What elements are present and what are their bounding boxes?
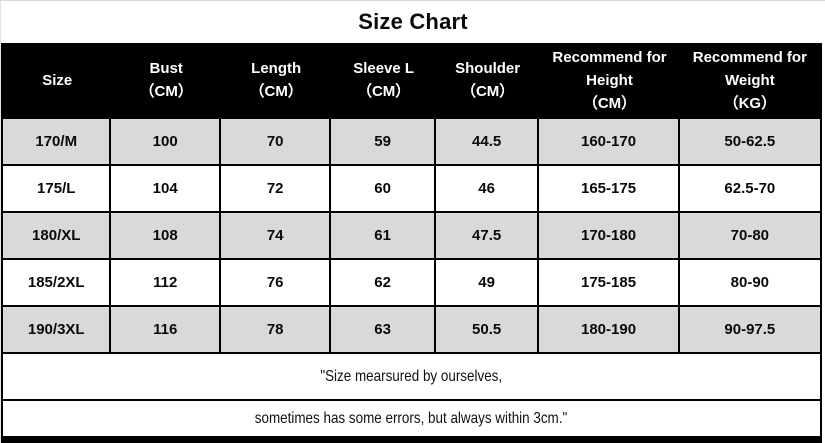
- cell-sleeve: 62: [331, 260, 436, 305]
- cell-weight: 70-80: [730, 227, 770, 244]
- cell-height: 170-180: [539, 213, 680, 258]
- column-header-unit: （CM）: [460, 83, 515, 100]
- column-header-shoulder: Shoulder （CM）: [436, 43, 539, 117]
- column-header-length: Length （CM）: [221, 43, 331, 117]
- column-header-bust: Bust （CM）: [111, 43, 220, 117]
- page-title: Size Chart: [358, 9, 468, 34]
- cell-weight: 62.5-70: [724, 180, 776, 197]
- column-header-unit: （CM）: [249, 83, 303, 100]
- column-header-unit: （CM）: [582, 94, 637, 112]
- table-row: 190/3XL 116 78 63 50.5 180-190 90-97.5: [3, 305, 820, 352]
- column-header-unit: （CM）: [139, 83, 193, 100]
- cell-bust: 104: [111, 166, 221, 211]
- column-header-unit: （CM）: [356, 83, 411, 100]
- column-header-sleeve: Sleeve L （CM）: [331, 43, 435, 117]
- cell-sleeve: 59: [331, 119, 436, 164]
- footnote-row-2: sometimes has some errors, but always wi…: [3, 399, 820, 436]
- cell-size: 180/XL: [3, 213, 112, 258]
- footnote-row-1: "Size mearsured by ourselves,: [3, 352, 820, 399]
- column-header-label: Sleeve L: [353, 60, 415, 77]
- cell-bust: 116: [111, 307, 221, 352]
- table-row: 185/2XL 112 76 62 49 175-185 80-90: [3, 258, 820, 305]
- table-header-row: Size Bust （CM） Length （CM） Sleeve L （CM）…: [3, 43, 820, 117]
- cell-shoulder: 44.5: [436, 119, 540, 164]
- cell-bust: 108: [111, 213, 221, 258]
- cell-sleeve: 60: [331, 166, 436, 211]
- cell-shoulder: 50.5: [436, 307, 540, 352]
- cell-height: 180-190: [539, 307, 680, 352]
- column-header-recommend-weight: Recommend for Weight （KG）: [680, 43, 820, 117]
- cell-size: 170/M: [3, 119, 112, 164]
- cell-length: 78: [221, 307, 332, 352]
- cell-height: 160-170: [539, 119, 680, 164]
- cell-length: 76: [221, 260, 332, 305]
- size-chart-table: Size Bust （CM） Length （CM） Sleeve L （CM）…: [1, 43, 822, 443]
- table-row: 180/XL 108 74 61 47.5 170-180 70-80: [3, 211, 820, 258]
- cell-bust: 112: [111, 260, 221, 305]
- column-header-recommend-height: Recommend for Height （CM）: [539, 43, 679, 117]
- cell-length: 70: [221, 119, 332, 164]
- title-bar: Size Chart: [1, 1, 825, 43]
- cell-size: 175/L: [3, 166, 112, 211]
- footnote-text: sometimes has some errors, but always wi…: [255, 409, 568, 427]
- cell-shoulder: 47.5: [436, 213, 540, 258]
- cell-sleeve: 63: [331, 307, 436, 352]
- cell-height: 165-175: [539, 166, 680, 211]
- cell-size: 185/2XL: [3, 260, 112, 305]
- column-header-label: Recommend for Weight: [692, 48, 807, 89]
- table-row: 170/M 100 70 59 44.5 160-170 50-62.5: [3, 117, 820, 164]
- column-header-label: Length: [251, 60, 302, 77]
- cell-weight: 80-90: [730, 274, 770, 291]
- cell-height: 175-185: [539, 260, 680, 305]
- cell-weight: 90-97.5: [724, 321, 776, 338]
- table-row: 175/L 104 72 60 46 165-175 62.5-70: [3, 164, 820, 211]
- bottom-bar: [3, 436, 820, 443]
- column-header-unit: （KG）: [723, 94, 777, 112]
- column-header-label: Shoulder: [455, 60, 521, 77]
- cell-weight: 50-62.5: [724, 133, 776, 150]
- cell-sleeve: 61: [331, 213, 436, 258]
- column-header-size: Size: [3, 43, 111, 117]
- cell-length: 74: [221, 213, 332, 258]
- column-header-label: Bust: [149, 60, 183, 77]
- footnote-text: "Size mearsured by ourselves,: [320, 367, 503, 385]
- column-header-label: Recommend for Height: [552, 48, 667, 89]
- cell-size: 190/3XL: [3, 307, 112, 352]
- cell-bust: 100: [111, 119, 221, 164]
- cell-length: 72: [221, 166, 332, 211]
- cell-shoulder: 46: [436, 166, 540, 211]
- cell-shoulder: 49: [436, 260, 540, 305]
- column-header-label: Size: [42, 71, 73, 89]
